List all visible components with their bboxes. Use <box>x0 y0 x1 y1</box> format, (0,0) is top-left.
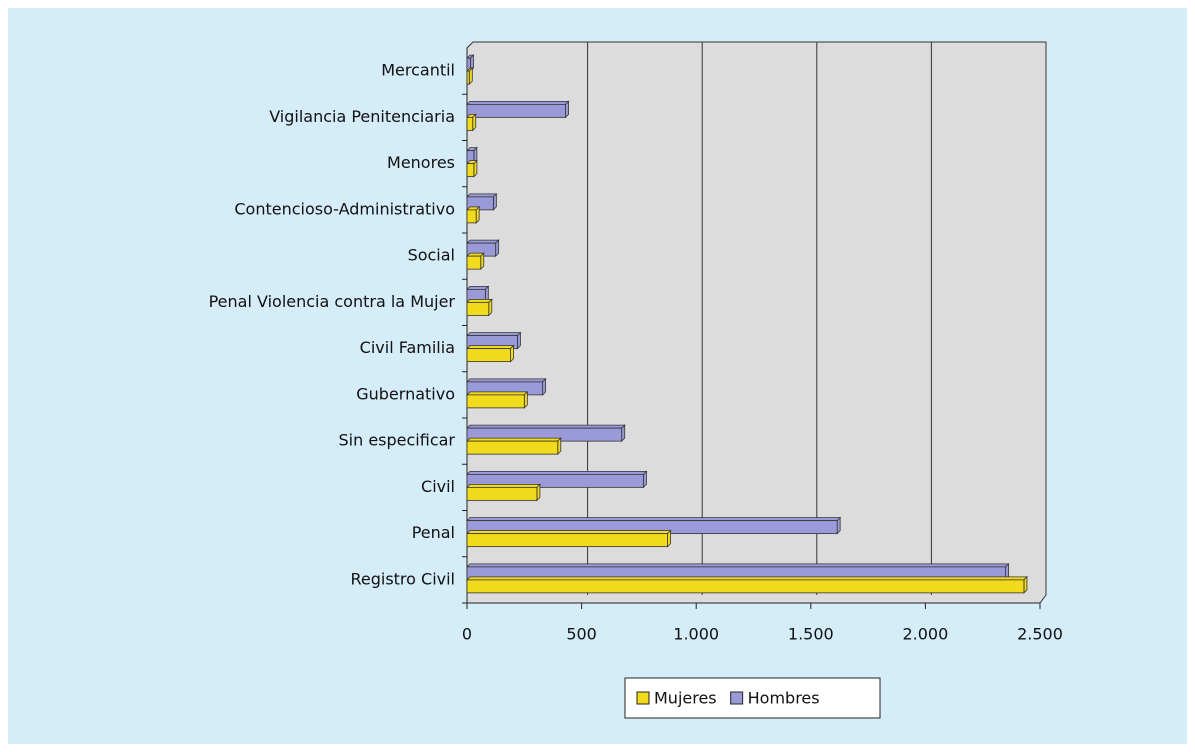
x-tick-label: 2.000 <box>902 625 948 644</box>
bar-side <box>667 529 671 548</box>
bar <box>466 209 477 224</box>
bar-side <box>475 205 480 224</box>
y-tick-label: Contencioso-Administrativo <box>234 199 455 218</box>
bar-side <box>542 377 547 396</box>
bar <box>466 116 474 131</box>
x-tick-label: 500 <box>566 625 597 644</box>
legend-swatch <box>730 691 744 705</box>
bar-side <box>643 470 647 489</box>
bar-side <box>510 344 514 363</box>
bar-side <box>472 113 477 132</box>
bar <box>466 486 538 501</box>
bar-side <box>836 516 841 535</box>
bar-side <box>536 483 541 502</box>
bar-top <box>466 193 498 198</box>
bar-top <box>466 100 570 105</box>
bar-top <box>466 483 541 488</box>
bar-top <box>466 298 493 303</box>
bar-side <box>495 239 500 258</box>
bar-top <box>466 424 626 429</box>
y-tick-label: Civil Familia <box>360 338 455 357</box>
bar-side <box>468 67 473 86</box>
x-tick-label: 1.000 <box>673 625 719 644</box>
bar-top <box>466 239 500 244</box>
bar-top <box>466 530 672 535</box>
x-tick-label: 2.500 <box>1017 625 1063 644</box>
bar-top <box>466 285 490 290</box>
bar-top <box>466 576 1028 581</box>
bar-top <box>466 563 1010 568</box>
y-tick-label: Civil <box>421 477 455 496</box>
bar-top <box>466 378 547 383</box>
y-tick-label: Gubernativo <box>356 384 455 403</box>
bar <box>466 440 559 455</box>
y-tick-label: Registro Civil <box>350 569 455 588</box>
legend-swatch <box>636 691 650 705</box>
bar-side <box>1023 575 1028 594</box>
bar-top <box>466 517 842 522</box>
y-tick-label: Social <box>408 246 455 265</box>
bar <box>466 533 668 548</box>
bar-side <box>621 424 626 443</box>
bar <box>466 348 511 363</box>
y-tick-label: Vigilancia Penitenciaria <box>269 107 455 126</box>
bar-side <box>557 437 562 456</box>
bar-side <box>492 192 497 211</box>
bar <box>466 301 490 316</box>
y-tick-label: Menores <box>387 153 455 172</box>
bar-side <box>517 331 521 350</box>
bar-side <box>480 252 485 271</box>
y-tick-label: Penal Violencia contra la Mujer <box>209 292 456 311</box>
bar-side <box>565 100 569 119</box>
bar <box>466 103 566 118</box>
bar <box>466 394 525 409</box>
bar <box>466 70 470 85</box>
legend <box>624 677 881 719</box>
x-tick-label: 1.500 <box>788 625 834 644</box>
y-tick-label: Mercantil <box>381 61 455 80</box>
bar-side <box>473 159 478 178</box>
legend-label: Mujeres <box>654 689 717 708</box>
bar-top <box>466 470 648 475</box>
bar-top <box>466 345 515 350</box>
bar-top <box>466 437 562 442</box>
bar-side <box>488 298 493 317</box>
bar-top <box>466 391 529 396</box>
bar <box>466 163 475 178</box>
y-tick-label: Sin especificar <box>338 431 455 450</box>
bar-side <box>523 390 528 409</box>
bar <box>466 255 482 270</box>
x-tick-label: 0 <box>462 625 472 644</box>
bar-top <box>466 332 522 337</box>
y-tick-label: Penal <box>412 523 455 542</box>
legend-label: Hombres <box>748 689 820 708</box>
bar <box>466 579 1025 594</box>
